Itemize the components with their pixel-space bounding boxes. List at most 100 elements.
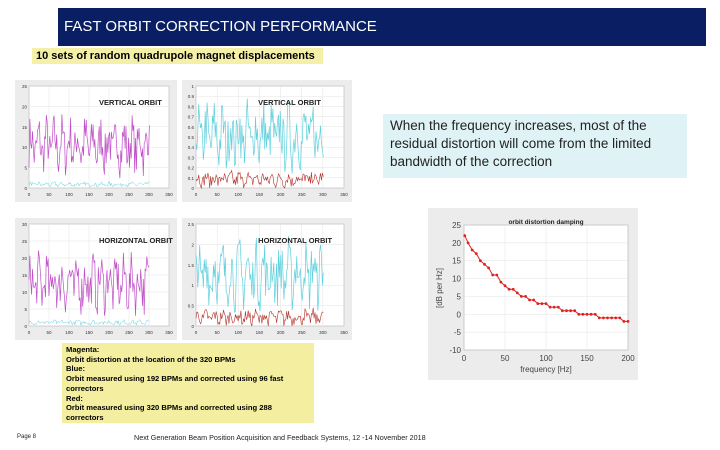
damping-point (561, 309, 564, 313)
magenta-orbit-series (28, 250, 150, 316)
x-tick-label: 250 (298, 330, 306, 335)
damping-point (532, 298, 536, 302)
orbit-panel-vertical-magenta: 25 20 15 10 5 0 0 50 100 150 200 250 300 350 VERTICAL … (15, 80, 177, 202)
x-tick-label: 200 (277, 192, 285, 197)
damping-point (491, 273, 495, 277)
legend-line: Magenta: (66, 345, 100, 354)
damping-point (548, 305, 552, 309)
damping-point (499, 280, 503, 284)
legend-line: Red: (66, 393, 83, 403)
x-tick-label: 50 (215, 330, 221, 335)
legend-line: Blue: (66, 364, 85, 374)
damping-point (463, 234, 467, 238)
damping-point (581, 312, 585, 316)
x-tick-label: 150 (580, 354, 594, 363)
x-tick-label: 200 (105, 192, 113, 197)
y-tick-label: 0 (191, 324, 194, 329)
damping-point (552, 305, 556, 309)
y-tick-label: 0.6 (188, 125, 195, 130)
cyan-orbit-series (195, 236, 324, 313)
x-tick-label: 200 (105, 330, 113, 335)
y-tick-label: 0 (24, 186, 27, 191)
red-orbit-series (195, 307, 324, 327)
damping-point (503, 284, 507, 288)
damping-point (622, 320, 626, 323)
x-tick-label: 350 (165, 330, 173, 335)
damping-point (610, 316, 613, 320)
damping-ylabel: [dB per Hz] (435, 268, 444, 308)
x-tick-label: 0 (28, 330, 31, 335)
x-tick-label: 0 (28, 192, 31, 197)
y-tick-label: 20 (22, 256, 28, 261)
x-tick-label: 0 (195, 192, 198, 197)
damping-point (602, 316, 605, 320)
y-tick-label: -5 (454, 328, 462, 337)
x-tick-label: 50 (46, 192, 52, 197)
y-tick-label: 1.5 (188, 263, 195, 268)
x-tick-label: 150 (256, 330, 264, 335)
damping-point (569, 309, 572, 313)
y-tick-label: 2.5 (188, 222, 195, 227)
damping-point (466, 241, 470, 245)
x-tick-label: 100 (235, 192, 243, 197)
damping-point (520, 295, 523, 298)
x-tick-label: 100 (65, 192, 73, 197)
x-tick-label: 100 (235, 330, 243, 335)
x-tick-label: 300 (145, 330, 153, 335)
damping-point (524, 295, 527, 298)
x-tick-label: 200 (621, 354, 635, 363)
damping-point (536, 302, 540, 305)
x-tick-label: 100 (539, 354, 553, 363)
slide-title: FAST ORBIT CORRECTION PERFORMANCE (58, 8, 706, 46)
x-tick-label: 0 (195, 330, 198, 335)
y-tick-label: 15 (22, 273, 28, 278)
y-tick-label: 0.9 (188, 94, 195, 99)
legend-line: Orbit measured using 320 BPMs and correc… (66, 403, 272, 413)
x-tick-label: 200 (277, 330, 285, 335)
y-tick-label: 10 (22, 290, 28, 295)
legend-line: correctors (66, 412, 104, 422)
x-tick-label: 50 (501, 354, 510, 363)
cyan-orbit-series (195, 98, 324, 174)
y-tick-label: 0.5 (188, 304, 195, 309)
damping-point (577, 312, 581, 316)
orbit-panel-horizontal-corrected: 2.5 2 1.5 1 0.5 0 0 50 100 150 200 250 300 350 HORIZON… (182, 218, 352, 340)
orbit-label: HORIZONTAL ORBIT (258, 236, 332, 245)
y-tick-label: 10 (22, 145, 28, 150)
x-tick-label: 350 (340, 192, 348, 197)
orbit-label: VERTICAL ORBIT (258, 98, 321, 107)
damping-point (507, 287, 511, 291)
y-tick-label: 25 (452, 221, 461, 230)
x-tick-label: 350 (340, 330, 348, 335)
damping-point (515, 291, 519, 295)
magenta-orbit-series (28, 114, 150, 179)
orbit-panel-vertical-corrected: 1 0.9 0.8 0.7 0.6 0.5 0.4 0.3 0.2 0.1 0 0 50 100 150 20… (182, 80, 352, 202)
damping-point (565, 309, 568, 313)
y-tick-label: 25 (22, 84, 28, 89)
y-tick-label: 15 (452, 257, 461, 266)
legend-line: correctors (66, 383, 104, 393)
damping-point (556, 305, 560, 309)
x-tick-label: 300 (319, 330, 327, 335)
damping-point (593, 312, 597, 316)
damping-title: orbit distortion damping (508, 219, 583, 226)
damping-point (470, 248, 474, 252)
damping-point (540, 302, 544, 305)
y-tick-label: 5 (24, 307, 27, 312)
y-tick-label: 10 (452, 275, 461, 284)
cyan-orbit-series (28, 318, 150, 326)
y-tick-label: 5 (24, 166, 27, 171)
y-tick-label: 30 (22, 222, 28, 227)
red-orbit-series (195, 169, 324, 189)
x-tick-label: 150 (85, 330, 93, 335)
y-tick-label: 0.1 (188, 176, 195, 181)
damping-xlabel: frequency [Hz] (520, 365, 572, 374)
damping-point (573, 309, 577, 313)
footer-text: Next Generation Beam Position Acquisitio… (134, 433, 426, 442)
slide-subtitle: 10 sets of random quadrupole magnet disp… (32, 48, 323, 64)
y-tick-label: 0 (191, 186, 194, 191)
y-tick-label: 15 (22, 125, 28, 130)
y-tick-label: 20 (452, 239, 461, 248)
y-tick-label: 0.4 (188, 145, 195, 150)
damping-point (483, 262, 486, 266)
